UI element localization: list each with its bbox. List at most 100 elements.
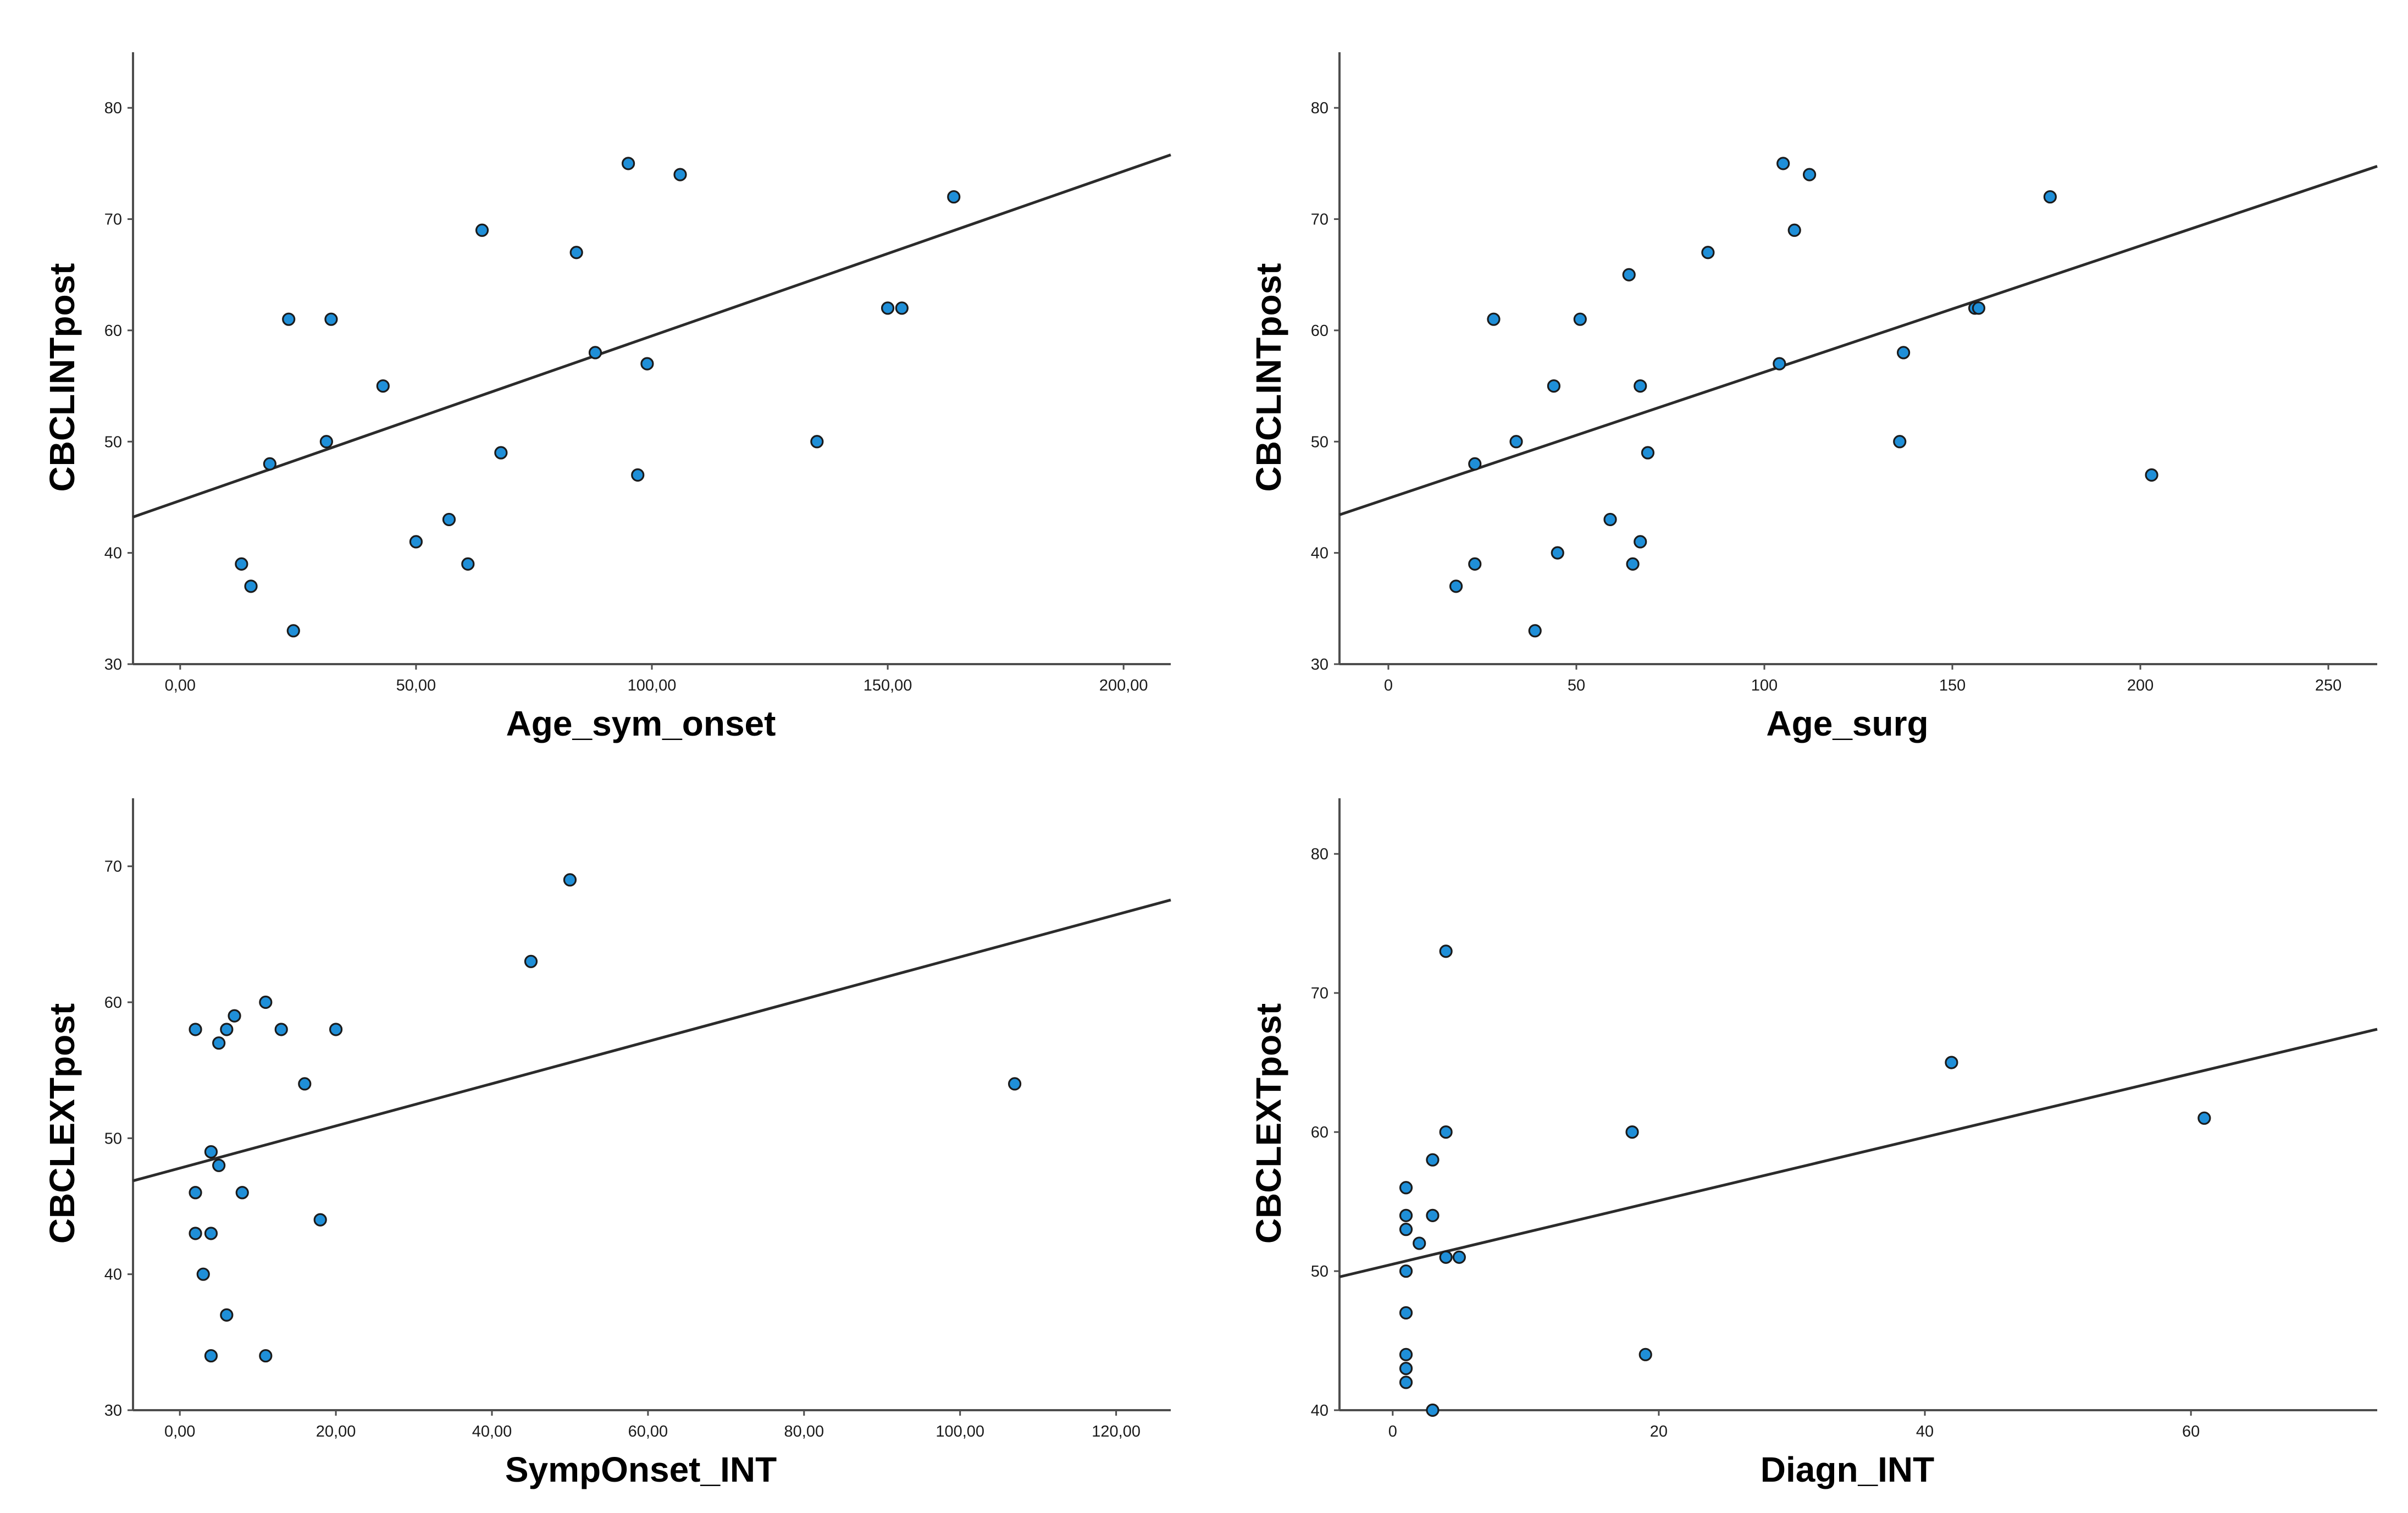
data-point bbox=[1787, 223, 1801, 237]
y-tick-label: 60 bbox=[104, 994, 122, 1012]
data-point bbox=[588, 346, 602, 360]
x-tick-label: 150,00 bbox=[863, 677, 912, 694]
data-point bbox=[1399, 1208, 1413, 1222]
x-tick-label: 120,00 bbox=[1092, 1423, 1141, 1440]
data-point bbox=[1622, 268, 1636, 281]
data-point bbox=[1573, 312, 1587, 326]
y-tick-label: 80 bbox=[104, 100, 122, 117]
fit-line bbox=[1339, 1028, 2378, 1278]
data-point bbox=[1802, 168, 1817, 181]
x-tick-label: 0 bbox=[1388, 1423, 1397, 1440]
chart-symponset-int: 30 40 50 60 70 0,00 20,00 40,00 60,00 80,00 100,00… bbox=[42, 798, 1171, 1489]
data-point bbox=[228, 1009, 241, 1023]
data-point bbox=[282, 312, 296, 326]
data-point bbox=[212, 1158, 226, 1172]
data-point bbox=[1487, 312, 1501, 326]
data-point bbox=[220, 1308, 234, 1322]
data-point bbox=[409, 535, 423, 549]
y-tick-label: 40 bbox=[104, 545, 122, 562]
x-tick-label: 80,00 bbox=[784, 1423, 824, 1440]
y-tick-label: 40 bbox=[104, 1266, 122, 1284]
x-tick-label: 100 bbox=[1751, 677, 1778, 694]
data-point bbox=[286, 624, 300, 638]
data-point bbox=[1449, 579, 1463, 593]
y-tick-label: 60 bbox=[1311, 1124, 1328, 1141]
data-point bbox=[1547, 379, 1561, 393]
x-tick-label: 20,00 bbox=[316, 1423, 356, 1440]
data-point bbox=[313, 1213, 327, 1227]
chart-sym-onset: 30 40 50 60 70 80 0,00 50,00 100,00 150,00 200,00 A… bbox=[42, 52, 1171, 743]
data-point bbox=[204, 1349, 218, 1363]
data-point bbox=[1439, 945, 1453, 958]
y-tick-label: 50 bbox=[104, 433, 122, 451]
data-point bbox=[1399, 1362, 1413, 1376]
data-point bbox=[220, 1023, 234, 1036]
data-point bbox=[1399, 1223, 1413, 1236]
x-tick-label: 100,00 bbox=[935, 1423, 984, 1440]
data-point bbox=[1893, 435, 1907, 449]
x-tick-label: 40,00 bbox=[472, 1423, 512, 1440]
x-tick-label: 100,00 bbox=[628, 677, 677, 694]
data-point bbox=[895, 301, 909, 315]
x-axis-title: Age_sym_onset bbox=[506, 704, 776, 743]
data-point bbox=[1701, 246, 1715, 259]
fit-line bbox=[132, 898, 1171, 1183]
y-tick-label: 50 bbox=[104, 1130, 122, 1147]
x-axis-title: Diagn_INT bbox=[1761, 1450, 1934, 1489]
y-axis-title: CBCLEXTpost bbox=[42, 1003, 82, 1244]
data-point bbox=[2145, 468, 2158, 482]
data-point bbox=[244, 579, 258, 593]
data-point bbox=[563, 873, 577, 887]
data-point bbox=[569, 246, 583, 259]
y-tick-label: 30 bbox=[104, 1402, 122, 1420]
data-point bbox=[1413, 1236, 1426, 1250]
y-tick-label: 40 bbox=[1311, 545, 1328, 562]
data-point bbox=[461, 557, 475, 571]
data-point bbox=[673, 168, 687, 181]
y-axis-title: CBCLEXTpost bbox=[1249, 1003, 1288, 1244]
data-point bbox=[1399, 1306, 1413, 1320]
data-point bbox=[1452, 1250, 1466, 1264]
data-point bbox=[524, 954, 538, 968]
data-point bbox=[189, 1023, 202, 1036]
data-point bbox=[810, 435, 824, 449]
x-tick-label: 40 bbox=[1916, 1423, 1934, 1440]
y-tick-label: 30 bbox=[1311, 656, 1328, 673]
data-point bbox=[1008, 1077, 1022, 1091]
data-point bbox=[189, 1186, 202, 1200]
data-point bbox=[621, 157, 635, 170]
data-point bbox=[631, 468, 645, 482]
data-point bbox=[376, 379, 390, 393]
data-point bbox=[235, 557, 248, 571]
y-axis-title: CBCLINTpost bbox=[1249, 263, 1288, 492]
data-point bbox=[1468, 457, 1482, 471]
data-point bbox=[1896, 346, 1911, 360]
y-tick-label: 70 bbox=[1311, 985, 1328, 1002]
data-point bbox=[1439, 1125, 1453, 1139]
fit-line bbox=[1339, 165, 2378, 516]
data-point bbox=[1638, 1348, 1652, 1361]
data-point bbox=[2043, 190, 2057, 204]
data-point bbox=[947, 190, 961, 204]
data-point bbox=[475, 223, 489, 237]
data-point bbox=[204, 1227, 218, 1240]
data-point bbox=[1528, 624, 1542, 638]
x-tick-label: 200,00 bbox=[1099, 677, 1148, 694]
data-point bbox=[324, 312, 338, 326]
data-point bbox=[263, 457, 276, 471]
y-tick-label: 80 bbox=[1311, 846, 1328, 863]
data-point bbox=[196, 1267, 210, 1281]
data-point bbox=[189, 1227, 202, 1240]
data-point bbox=[235, 1186, 249, 1200]
y-tick-label: 40 bbox=[1311, 1402, 1328, 1420]
data-point bbox=[1776, 157, 1790, 170]
y-tick-label: 50 bbox=[1311, 1263, 1328, 1280]
data-point bbox=[1634, 379, 1647, 393]
data-point bbox=[1773, 357, 1786, 371]
data-point bbox=[640, 357, 654, 371]
x-tick-label: 150 bbox=[1939, 677, 1966, 694]
data-point bbox=[319, 435, 333, 449]
data-point bbox=[1945, 1056, 1958, 1069]
x-tick-label: 0,00 bbox=[164, 1423, 195, 1440]
x-tick-label: 60,00 bbox=[628, 1423, 668, 1440]
